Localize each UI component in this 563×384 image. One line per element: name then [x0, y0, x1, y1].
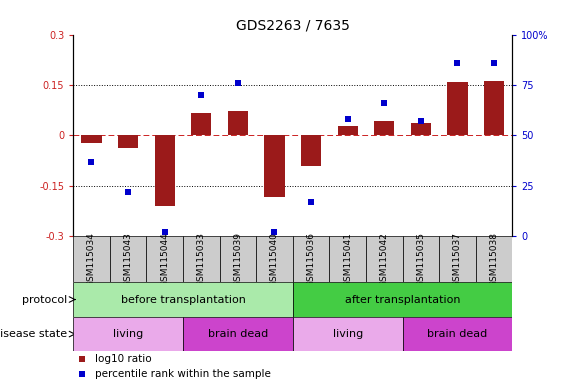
Title: GDS2263 / 7635: GDS2263 / 7635 — [236, 18, 350, 32]
Bar — [374, 121, 394, 136]
Text: living: living — [113, 329, 143, 339]
Bar — [403, 236, 439, 282]
Bar — [301, 136, 321, 166]
Text: GSM115033: GSM115033 — [197, 232, 205, 287]
Bar — [110, 236, 146, 282]
Text: after transplantation: after transplantation — [345, 295, 461, 305]
Bar — [265, 136, 284, 197]
Bar — [338, 126, 358, 136]
Text: GSM115037: GSM115037 — [453, 232, 462, 287]
Bar — [329, 236, 366, 282]
Text: GSM115040: GSM115040 — [270, 232, 279, 286]
Text: brain dead: brain dead — [427, 329, 488, 339]
Bar — [476, 236, 512, 282]
Bar — [403, 317, 512, 351]
Bar — [183, 317, 293, 351]
Text: GSM115034: GSM115034 — [87, 232, 96, 286]
Text: GSM115043: GSM115043 — [124, 232, 132, 286]
Bar — [118, 136, 138, 148]
Text: GSM115039: GSM115039 — [234, 232, 242, 287]
Text: GSM115035: GSM115035 — [417, 232, 425, 287]
Bar — [293, 236, 329, 282]
Text: brain dead: brain dead — [208, 329, 268, 339]
Bar — [448, 82, 467, 136]
Bar — [411, 122, 431, 136]
Bar — [228, 111, 248, 136]
Bar — [155, 136, 175, 206]
Text: GSM115044: GSM115044 — [160, 232, 169, 286]
Bar — [73, 282, 293, 317]
Text: percentile rank within the sample: percentile rank within the sample — [95, 369, 271, 379]
Text: disease state: disease state — [0, 329, 70, 339]
Bar — [82, 136, 101, 143]
Text: GSM115042: GSM115042 — [380, 232, 388, 286]
Bar — [293, 317, 403, 351]
Text: GSM115041: GSM115041 — [343, 232, 352, 286]
Text: log10 ratio: log10 ratio — [95, 354, 152, 364]
Bar — [183, 236, 220, 282]
Bar — [366, 236, 403, 282]
Text: before transplantation: before transplantation — [120, 295, 245, 305]
Text: GSM115036: GSM115036 — [307, 232, 315, 287]
Bar — [73, 236, 110, 282]
Bar — [220, 236, 256, 282]
Bar — [191, 113, 211, 136]
Text: living: living — [333, 329, 363, 339]
Bar — [484, 81, 504, 136]
Text: protocol: protocol — [21, 295, 70, 305]
Bar — [256, 236, 293, 282]
Bar — [439, 236, 476, 282]
Bar — [73, 317, 183, 351]
Bar — [146, 236, 183, 282]
Text: GSM115038: GSM115038 — [490, 232, 498, 287]
Bar — [293, 282, 512, 317]
